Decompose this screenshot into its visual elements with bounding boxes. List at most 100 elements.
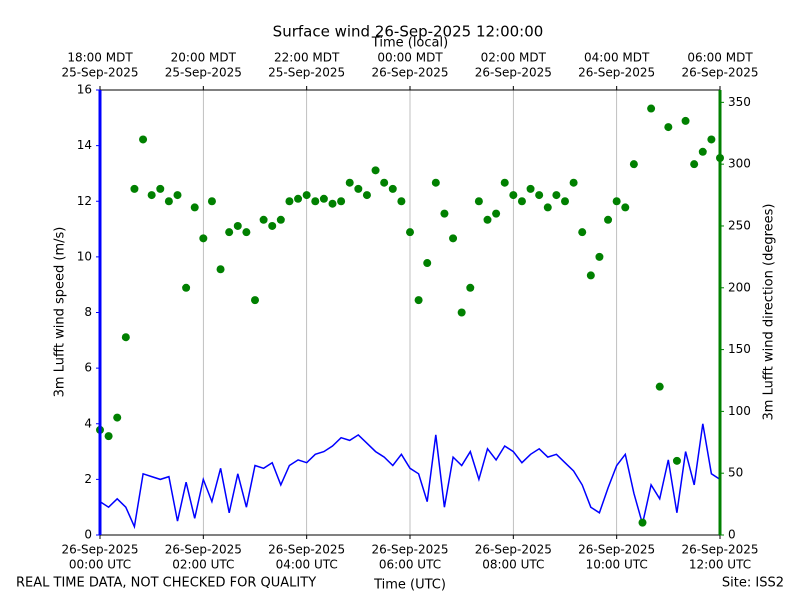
x2-tick-label: 22:00 MDT [274,51,340,65]
x2-tick-label: 20:00 MDT [171,51,237,65]
direction-point [268,221,277,230]
direction-point [259,215,268,224]
direction-point [595,252,604,261]
direction-point [380,178,389,187]
direction-point [173,191,182,200]
y-tick-label: 12 [77,194,92,208]
direction-point [698,147,707,156]
direction-point [130,184,139,193]
y-tick-label: 0 [84,528,92,542]
direction-point [466,283,475,292]
y2-tick-label: 100 [728,404,751,418]
x2-tick-label: 02:00 MDT [481,51,547,65]
x-tick-label: 26-Sep-2025 [61,543,138,557]
x2-axis-label: Time (local) [371,36,448,51]
direction-point [113,413,122,422]
direction-point [276,215,285,224]
direction-point [509,191,518,200]
direction-point [207,197,216,206]
x-tick-label: 00:00 UTC [69,558,131,572]
y-tick-label: 6 [84,361,92,375]
direction-point [517,197,526,206]
direction-point [423,259,432,268]
x-tick-label: 26-Sep-2025 [475,543,552,557]
x-tick-label: 26-Sep-2025 [578,543,655,557]
x-tick-label: 26-Sep-2025 [371,543,448,557]
direction-point [647,104,656,113]
direction-point [578,228,587,237]
direction-point [354,184,363,193]
direction-point [672,456,681,465]
x2-tick-label: 00:00 MDT [377,51,443,65]
y2-tick-label: 350 [728,95,751,109]
direction-point [414,296,423,305]
y2-tick-label: 150 [728,342,751,356]
direction-point [156,184,165,193]
direction-point [345,178,354,187]
direction-point [397,197,406,206]
x2-tick-label: 25-Sep-2025 [61,66,138,80]
direction-point [500,178,509,187]
direction-point [612,197,621,206]
direction-point [242,228,251,237]
direction-point [707,135,716,144]
direction-point [449,234,458,243]
direction-point [251,296,259,305]
direction-point [302,191,311,200]
speed-line [99,423,721,530]
y-tick-label: 2 [84,472,92,486]
direction-point [121,333,130,342]
x2-tick-label: 25-Sep-2025 [268,66,345,80]
y-tick-label: 10 [77,249,92,263]
direction-point [474,197,483,206]
x2-tick-label: 25-Sep-2025 [165,66,242,80]
direction-point [681,116,690,125]
x-tick-label: 10:00 UTC [586,558,648,572]
x-tick-label: 26-Sep-2025 [681,543,758,557]
direction-point [561,197,569,206]
direction-point [535,191,544,200]
direction-point [139,135,148,144]
direction-point [328,199,337,208]
y-axis-label: 3m Lufft wind speed (m/s) [53,227,68,398]
direction-point [621,203,630,212]
direction-point [337,197,346,206]
direction-point [319,194,328,203]
direction-point [388,184,397,193]
x-axis-label: Time (UTC) [373,578,446,593]
direction-point [164,197,173,206]
y2-tick-label: 0 [728,528,736,542]
x-tick-label: 02:00 UTC [172,558,234,572]
x-tick-label: 08:00 UTC [482,558,544,572]
direction-point [664,123,673,132]
y-tick-label: 14 [77,138,92,152]
direction-point [440,209,449,218]
direction-point [104,432,113,441]
direction-point [543,203,552,212]
y2-tick-label: 50 [728,466,743,480]
direction-point [294,194,303,203]
y2-tick-label: 200 [728,280,751,294]
y2-axis-label: 3m Lufft wind direction (degrees) [762,204,777,421]
y-tick-label: 4 [84,416,92,430]
x-tick-label: 06:00 UTC [379,558,441,572]
direction-point [233,221,242,230]
direction-point [147,191,156,200]
direction-point [362,191,371,200]
direction-point [457,308,466,317]
direction-point [655,382,664,391]
x2-tick-label: 26-Sep-2025 [578,66,655,80]
direction-point [586,271,595,280]
x2-tick-label: 26-Sep-2025 [371,66,448,80]
direction-point [199,234,208,243]
direction-point [638,518,647,527]
direction-point [190,203,199,212]
x2-tick-label: 26-Sep-2025 [475,66,552,80]
direction-point [526,184,535,193]
direction-point [371,166,380,175]
footer-left: REAL TIME DATA, NOT CHECKED FOR QUALITY [16,576,316,591]
direction-point [311,197,320,206]
y2-tick-label: 300 [728,157,751,171]
